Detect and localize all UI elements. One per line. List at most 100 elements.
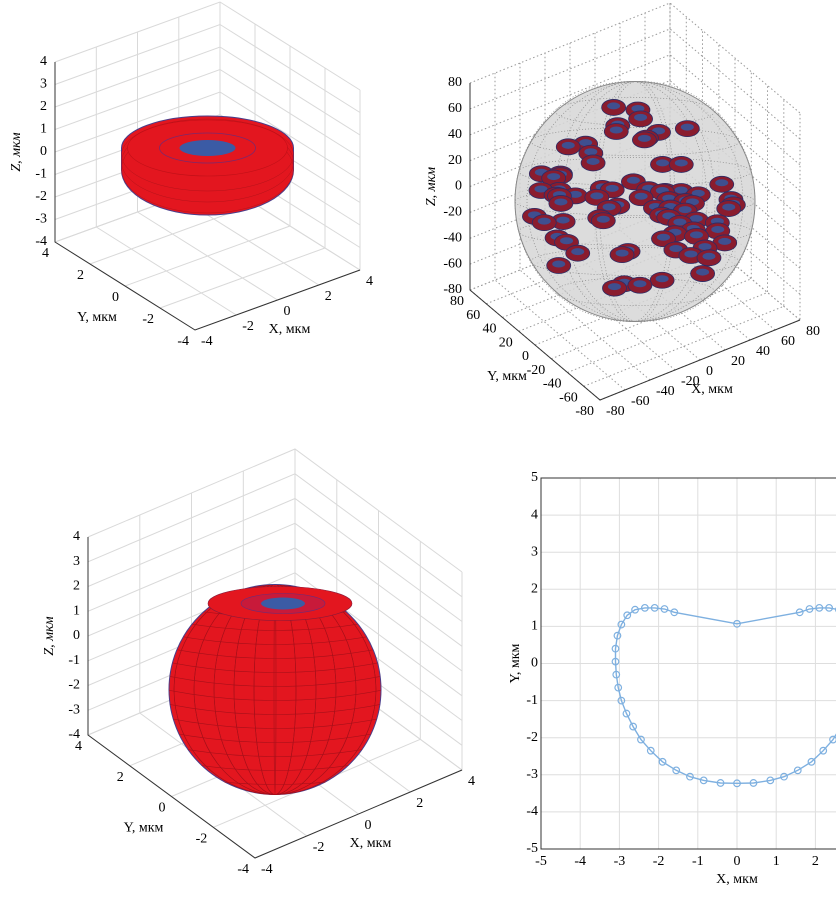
y-axis-label: Y, мкм [487, 369, 527, 384]
y-tick-label: 2 [77, 268, 84, 283]
cell-center [603, 203, 616, 210]
cell-center [718, 238, 731, 245]
y-tick-label: 1 [531, 619, 538, 634]
y-tick-label: 4 [75, 739, 82, 754]
cell-center [657, 234, 670, 241]
grid-line [55, 2, 360, 90]
x-tick-label: 1 [773, 854, 780, 869]
grid-line [88, 449, 462, 572]
cell-center [590, 192, 603, 199]
y-tick-label: 0 [112, 290, 119, 305]
x-tick-label: 40 [756, 344, 770, 359]
page: {"chart_data": [ {"type": "torus3d", "co… [0, 0, 836, 898]
cell-center [638, 135, 651, 142]
z-tick-label: -1 [68, 653, 80, 668]
x-axis-label: X, мкм [350, 836, 392, 851]
cell-center [571, 248, 584, 255]
z-tick-label: -3 [68, 702, 80, 717]
z-axis-label: Z, мкм [42, 616, 57, 655]
x-tick-label: 2 [812, 854, 819, 869]
y-tick-label: -60 [559, 390, 578, 405]
x-tick-label: -2 [313, 840, 325, 855]
cell-center [627, 177, 640, 184]
y-tick-label: 0 [531, 656, 538, 671]
cell-center [656, 159, 669, 166]
cell-center [690, 231, 703, 238]
ellipsoid-center [261, 598, 305, 610]
x-tick-label: -1 [692, 854, 704, 869]
x-tick-label: -2 [653, 854, 665, 869]
cell-center [560, 237, 573, 244]
z-tick-label: -60 [443, 256, 462, 271]
y-tick-label: 0 [159, 801, 166, 816]
x-tick-label: 4 [468, 774, 475, 789]
z-tick-label: 2 [40, 99, 47, 114]
z-tick-label: -2 [68, 678, 80, 693]
cell-center [552, 261, 565, 268]
torus-center [180, 140, 236, 156]
cell-center [634, 114, 647, 121]
z-tick-label: -40 [443, 230, 462, 245]
y-tick-label: -4 [526, 804, 538, 819]
y-tick-label: -40 [543, 377, 562, 392]
x-tick-label: -3 [614, 854, 626, 869]
cell-center [633, 280, 646, 287]
x-tick-label: -4 [201, 334, 213, 349]
x-tick-label: 20 [731, 354, 745, 369]
cell-center [597, 216, 610, 223]
cell-center [715, 179, 728, 186]
x-tick-label: 2 [325, 289, 332, 304]
cell-center [711, 226, 724, 233]
z-tick-label: 0 [40, 144, 47, 159]
z-tick-label: -3 [35, 212, 47, 227]
cell-center [562, 142, 575, 149]
x-tick-label: -2 [242, 319, 254, 334]
cell-center [538, 218, 551, 225]
x-tick-label: 0 [365, 818, 372, 833]
x-tick-label: -60 [631, 394, 650, 409]
y-tick-label: 3 [531, 544, 538, 559]
cell-center [610, 126, 623, 133]
y-tick-label: -1 [526, 693, 538, 708]
y-tick-label: 20 [499, 335, 513, 350]
y-tick-label: -2 [142, 312, 154, 327]
cell-center [702, 253, 715, 260]
grid-line [55, 25, 360, 113]
x-tick-label: 60 [781, 334, 795, 349]
z-tick-label: 4 [73, 529, 80, 544]
z-tick-label: 4 [40, 54, 47, 69]
z-tick-label: 20 [448, 153, 462, 168]
cell-center [606, 185, 619, 192]
y-tick-label: -2 [196, 831, 208, 846]
z-tick-label: -20 [443, 205, 462, 220]
cell-center [656, 275, 669, 282]
x-tick-label: 2 [416, 796, 423, 811]
cell-center [675, 159, 688, 166]
grid-line [88, 474, 462, 597]
x-tick-label: 0 [734, 854, 741, 869]
x-axis-label: X, мкм [691, 382, 733, 397]
cell-center [587, 158, 600, 165]
z-tick-label: 0 [73, 628, 80, 643]
z-tick-label: 40 [448, 127, 462, 142]
x-tick-label: 4 [366, 274, 373, 289]
y-tick-label: 4 [531, 507, 538, 522]
z-tick-label: 2 [73, 579, 80, 594]
cell-center [557, 217, 570, 224]
x-tick-label: -80 [606, 404, 625, 419]
z-tick-label: 1 [40, 122, 47, 137]
cell-center [554, 198, 567, 205]
cell-center [608, 283, 621, 290]
y-tick-label: 0 [522, 349, 529, 364]
y-tick-label: -4 [237, 862, 249, 877]
plot-area [541, 478, 836, 849]
z-tick-label: 3 [73, 554, 80, 569]
cell-center [698, 243, 711, 250]
y-tick-label: 5 [531, 470, 538, 485]
z-tick-label: 80 [448, 75, 462, 90]
y-tick-label: -20 [527, 363, 546, 378]
cell-center [696, 269, 709, 276]
z-tick-label: 1 [73, 603, 80, 618]
z-axis-label: Z, мкм [9, 132, 24, 171]
x-tick-label: 0 [284, 304, 291, 319]
